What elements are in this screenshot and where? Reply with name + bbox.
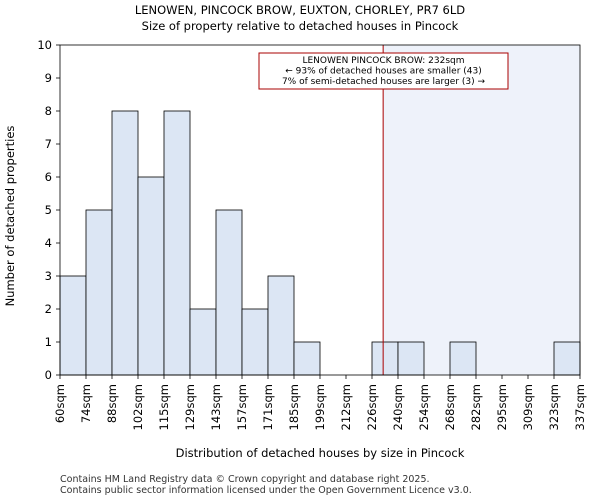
x-tick-label: 171sqm <box>261 384 275 430</box>
bars-group <box>59 110 581 376</box>
bar <box>267 275 295 376</box>
x-tick-label: 102sqm <box>131 384 145 430</box>
y-tick-label: 0 <box>45 368 52 382</box>
annotation-line-2: ← 93% of detached houses are smaller (43… <box>285 67 482 77</box>
bar <box>137 176 165 376</box>
x-tick-label: 115sqm <box>157 384 171 430</box>
x-axis: 60sqm 74sqm 88sqm 102sqm 115sqm 129sqm 143sqm 1… <box>53 375 587 430</box>
bar <box>189 308 217 376</box>
x-tick-label: 309sqm <box>521 384 535 430</box>
x-tick-label: 60sqm <box>53 384 67 423</box>
annotation-border <box>258 52 509 90</box>
bar <box>85 209 113 376</box>
x-tick-label: 295sqm <box>495 384 509 430</box>
y-tick-label: 6 <box>45 170 52 184</box>
x-axis-label: Distribution of detached houses by size … <box>176 446 465 460</box>
x-tick-label: 268sqm <box>443 384 457 430</box>
y-tick-label: 2 <box>45 302 52 316</box>
bar <box>449 341 477 376</box>
x-tick-label: 199sqm <box>313 384 327 430</box>
bar <box>111 110 139 376</box>
x-tick-label: 212sqm <box>339 384 353 430</box>
bar <box>241 308 269 376</box>
footer-line-2: Contains public sector information licen… <box>60 485 472 496</box>
y-tick-label: 9 <box>45 71 52 85</box>
bar <box>215 209 243 376</box>
annotation-box: LENOWEN PINCOCK BROW: 232sqm ← 93% of de… <box>258 52 509 90</box>
x-tick-label: 143sqm <box>209 384 223 430</box>
chart-title: LENOWEN, PINCOCK BROW, EUXTON, CHORLEY, … <box>135 3 465 17</box>
y-tick-label: 1 <box>45 335 52 349</box>
x-tick-label: 282sqm <box>469 384 483 430</box>
y-tick-label: 8 <box>45 104 52 118</box>
x-tick-label: 185sqm <box>287 384 301 430</box>
y-tick-label: 4 <box>45 236 52 250</box>
y-tick-label: 5 <box>45 203 52 217</box>
x-tick-label: 226sqm <box>365 384 379 430</box>
x-tick-label: 254sqm <box>417 384 431 430</box>
bar <box>293 341 321 376</box>
chart-subtitle: Size of property relative to detached ho… <box>142 19 459 33</box>
annotation-line-1: LENOWEN PINCOCK BROW: 232sqm <box>302 56 464 66</box>
bar <box>59 275 87 376</box>
x-tick-label: 88sqm <box>105 384 119 423</box>
y-axis: 0 1 2 3 4 5 6 7 8 9 10 <box>37 38 60 382</box>
bar <box>371 341 399 376</box>
x-tick-label: 323sqm <box>547 384 561 430</box>
larger-region-highlight <box>383 45 580 375</box>
bar <box>553 341 581 376</box>
footer-line-1: Contains HM Land Registry data © Crown c… <box>60 474 430 485</box>
y-axis-label: Number of detached properties <box>3 126 17 307</box>
bar <box>397 341 425 376</box>
footer-attribution: Contains HM Land Registry data © Crown c… <box>60 474 472 496</box>
x-tick-label: 240sqm <box>391 384 405 430</box>
x-tick-label: 157sqm <box>235 384 249 430</box>
x-tick-label: 337sqm <box>573 384 587 430</box>
annotation-line-3: 7% of semi-detached houses are larger (3… <box>282 77 486 87</box>
bar <box>163 110 191 376</box>
y-tick-label: 7 <box>45 137 52 151</box>
x-tick-label: 129sqm <box>183 384 197 430</box>
y-tick-label: 10 <box>37 38 52 52</box>
x-tick-label: 74sqm <box>79 384 93 423</box>
y-tick-label: 3 <box>45 269 52 283</box>
